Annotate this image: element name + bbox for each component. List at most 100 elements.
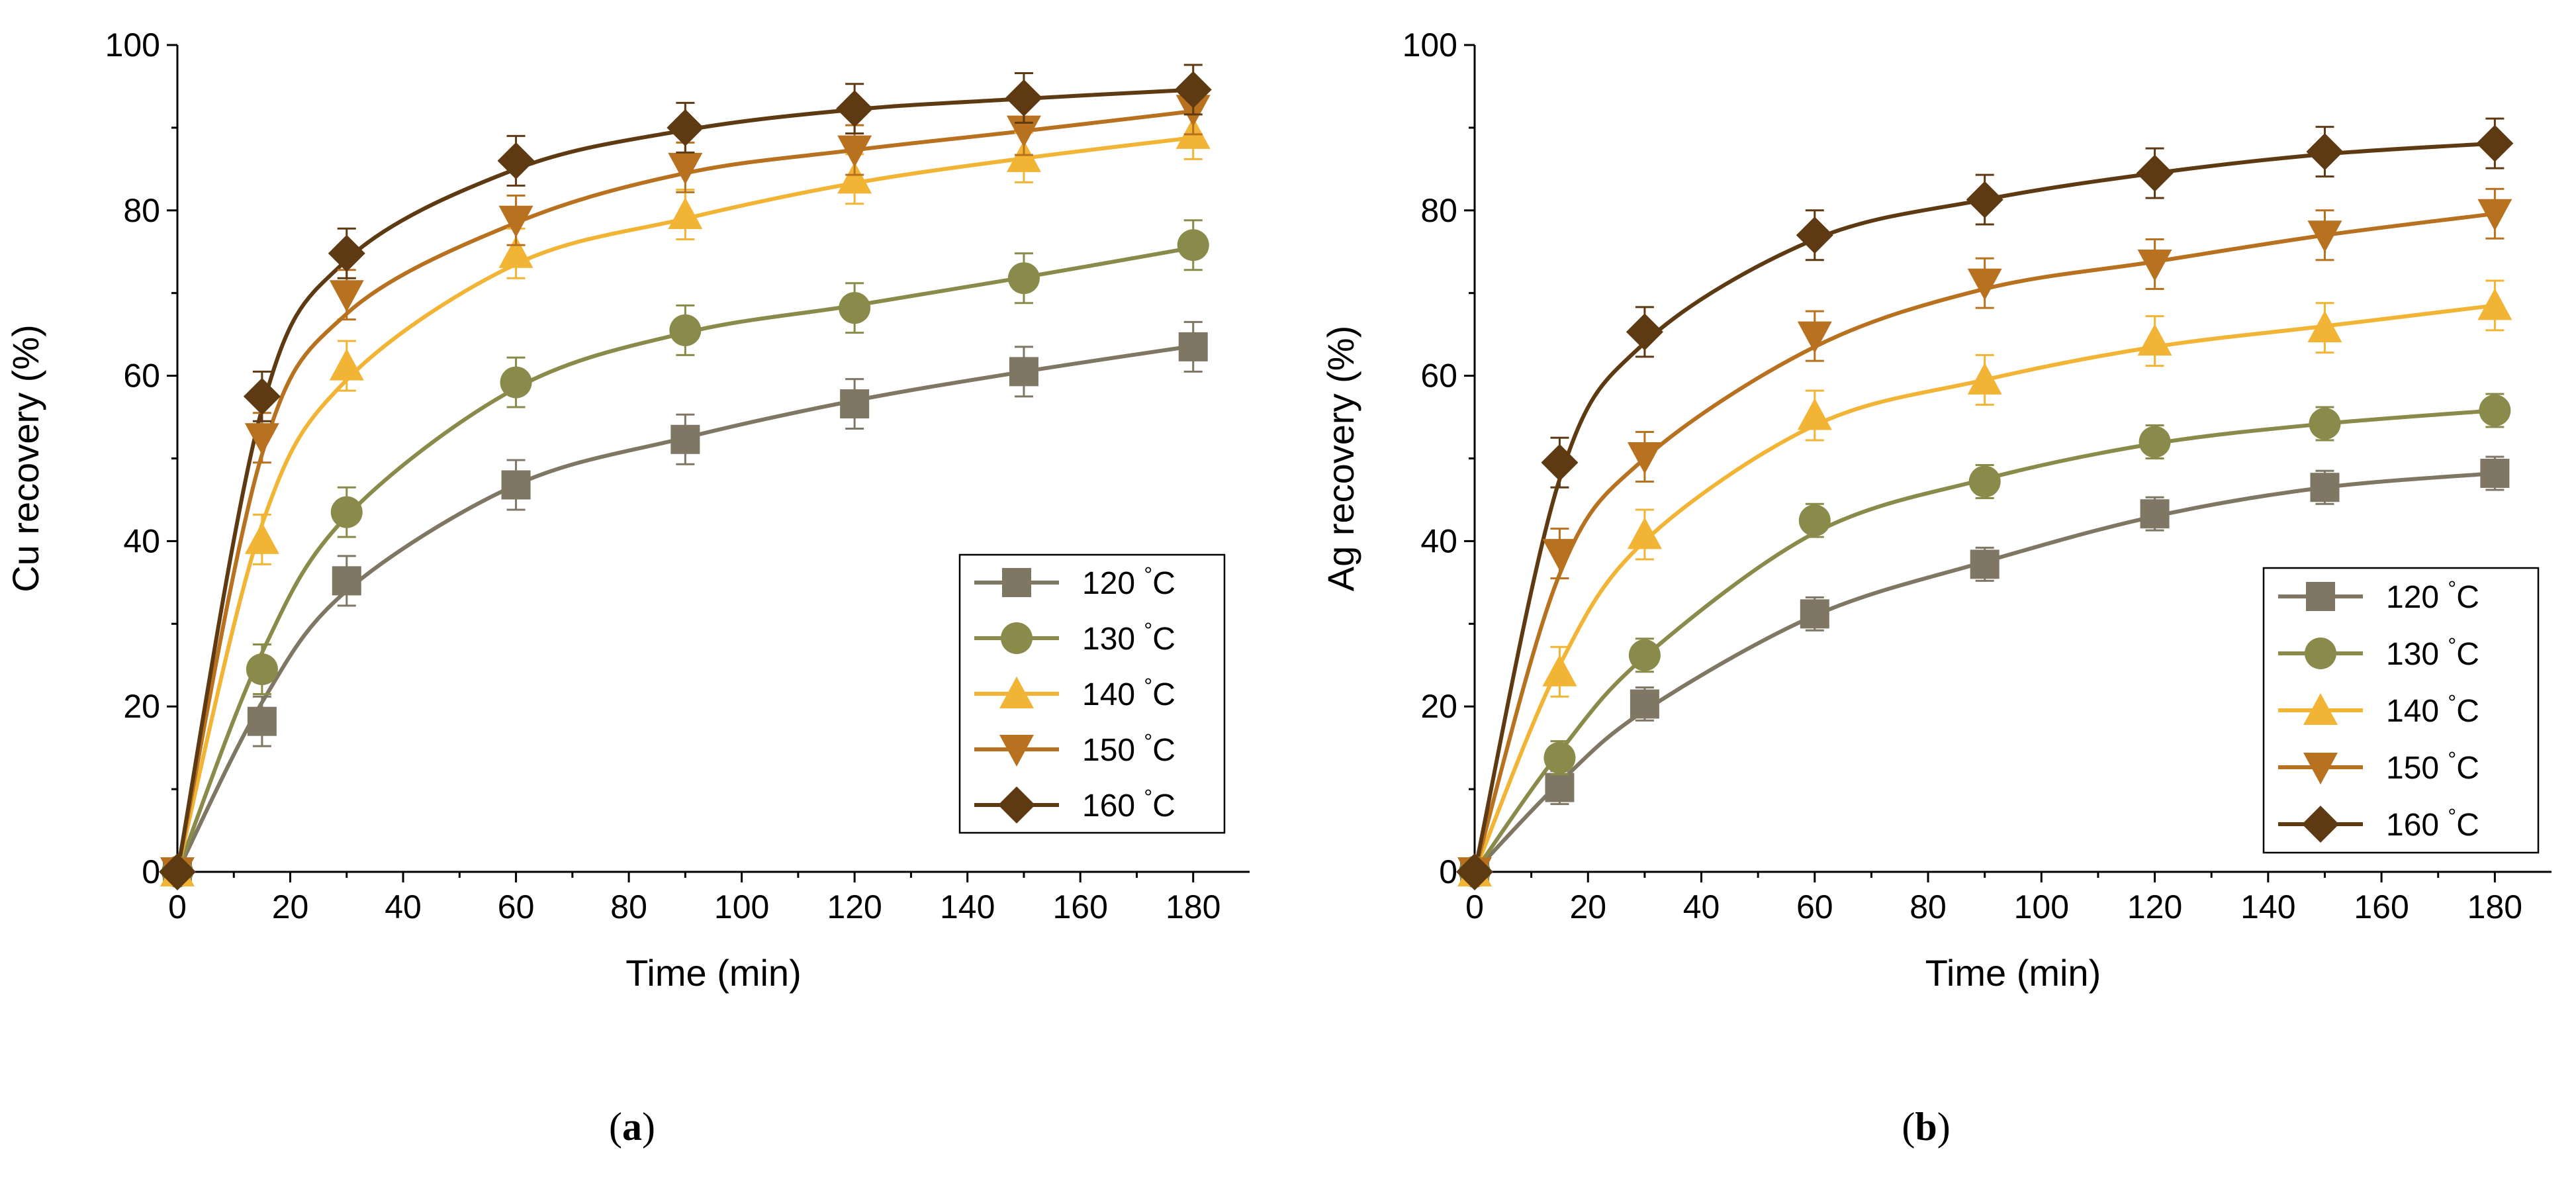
panel-label-a: (a) xyxy=(609,1105,655,1149)
data-point-150 xyxy=(1967,268,2002,301)
legend-label-130: 130 °C xyxy=(1082,618,1175,657)
y-tick-label: 40 xyxy=(123,522,160,559)
data-point-120 xyxy=(2310,473,2340,502)
data-point-160 xyxy=(1626,313,1663,351)
data-point-140 xyxy=(837,162,872,194)
data-point-160 xyxy=(667,109,704,146)
y-tick-label: 100 xyxy=(1403,26,1457,64)
x-tick-label: 20 xyxy=(1569,888,1606,925)
data-point-160 xyxy=(1796,216,1833,254)
data-point-150 xyxy=(2307,220,2342,253)
legend-marker-140 xyxy=(999,677,1034,708)
y-tick-label: 20 xyxy=(1420,688,1457,725)
data-point-130 xyxy=(1177,229,1209,261)
legend-marker-140 xyxy=(2303,693,2338,725)
data-point-150 xyxy=(329,280,364,312)
x-tick-label: 0 xyxy=(1465,888,1484,925)
x-tick-label: 100 xyxy=(2014,888,2069,925)
y-tick-label: 60 xyxy=(123,357,160,395)
x-tick-label: 160 xyxy=(2354,888,2409,925)
data-point-140 xyxy=(2137,324,2172,356)
legend-label-140: 140 °C xyxy=(2386,690,2479,729)
y-tick-label: 60 xyxy=(1420,357,1457,395)
data-point-160 xyxy=(328,234,365,272)
data-point-160 xyxy=(2136,154,2174,192)
data-point-160 xyxy=(2476,124,2514,162)
x-tick-label: 60 xyxy=(1796,888,1833,925)
x-tick-label: 160 xyxy=(1052,888,1107,925)
data-point-160 xyxy=(1174,71,1212,109)
data-point-140 xyxy=(1627,517,1662,549)
data-point-140 xyxy=(1797,398,1832,430)
legend: 120 °C 130 °C 140 °C 150 °C 160 °C xyxy=(2262,567,2540,854)
data-point-120 xyxy=(1630,689,1659,719)
data-point-140 xyxy=(1542,654,1577,686)
data-point-130 xyxy=(2309,408,2341,440)
x-axis-title: Time (min) xyxy=(1925,952,2101,994)
y-tick-label: 20 xyxy=(123,688,160,725)
legend-label-150: 150 °C xyxy=(1082,730,1175,768)
data-point-130 xyxy=(1798,504,1831,537)
x-tick-label: 80 xyxy=(1909,888,1947,925)
fit-curve-160 xyxy=(175,87,1193,873)
data-point-140 xyxy=(329,348,364,381)
data-point-130 xyxy=(2139,426,2171,458)
data-point-140 xyxy=(1006,140,1041,172)
y-tick-label: 0 xyxy=(1439,853,1457,890)
legend-marker-160 xyxy=(2302,806,2339,843)
data-point-130 xyxy=(330,496,363,528)
data-point-120 xyxy=(1178,332,1208,361)
x-tick-label: 40 xyxy=(385,888,422,925)
data-point-120 xyxy=(1970,549,2000,579)
data-point-140 xyxy=(2477,288,2512,320)
legend-marker-120 xyxy=(2306,582,2335,611)
data-point-130 xyxy=(1628,639,1661,671)
fit-curve-120 xyxy=(175,344,1194,873)
data-point-120 xyxy=(2480,458,2510,488)
data-point-150 xyxy=(837,135,872,167)
legend-label-140: 140 °C xyxy=(1082,674,1175,712)
data-point-130 xyxy=(1007,262,1040,295)
legend-label-160: 160 °C xyxy=(2386,804,2479,843)
data-point-160 xyxy=(159,853,196,890)
data-point-160 xyxy=(1966,181,2003,218)
legend-label-120: 120 °C xyxy=(1082,563,1175,601)
x-tick-label: 0 xyxy=(168,888,187,925)
data-point-150 xyxy=(1797,321,1832,354)
data-point-120 xyxy=(332,566,361,596)
data-point-150 xyxy=(1542,539,1577,571)
data-point-160 xyxy=(243,377,281,415)
fit-curve-160 xyxy=(1473,141,2495,873)
x-tick-label: 40 xyxy=(1683,888,1720,925)
y-tick-label: 80 xyxy=(123,192,160,229)
data-point-130 xyxy=(1968,465,2001,498)
y-tick-label: 0 xyxy=(142,853,160,890)
fit-curve-150 xyxy=(175,109,1194,873)
x-tick-label: 180 xyxy=(2467,888,2522,925)
data-point-130 xyxy=(1543,741,1576,774)
fit-curve-130 xyxy=(175,246,1194,873)
legend: 120 °C 130 °C 140 °C 150 °C 160 °C xyxy=(958,553,1226,834)
y-tick-label: 80 xyxy=(1420,192,1457,229)
panel-label-b: (b) xyxy=(1902,1105,1950,1149)
data-point-130 xyxy=(246,653,278,685)
data-point-150 xyxy=(2137,249,2172,281)
data-point-140 xyxy=(2307,310,2342,343)
data-point-160 xyxy=(1541,444,1579,481)
data-point-160 xyxy=(1456,853,1493,890)
legend-label-120: 120 °C xyxy=(2386,577,2479,615)
legend-label-160: 160 °C xyxy=(1082,785,1175,824)
legend-marker-150 xyxy=(2303,753,2338,784)
y-tick-label: 40 xyxy=(1420,522,1457,559)
legend-label-130: 130 °C xyxy=(2386,634,2479,672)
data-point-130 xyxy=(839,292,871,324)
legend-marker-130 xyxy=(2305,638,2336,669)
legend-marker-150 xyxy=(999,735,1034,767)
data-point-160 xyxy=(1005,79,1042,117)
x-tick-label: 100 xyxy=(714,888,769,925)
x-axis-title: Time (min) xyxy=(625,952,801,994)
data-point-120 xyxy=(1545,773,1575,802)
x-tick-label: 60 xyxy=(498,888,535,925)
y-axis-title: Ag recovery (%) xyxy=(1320,326,1361,591)
data-point-120 xyxy=(501,470,531,500)
